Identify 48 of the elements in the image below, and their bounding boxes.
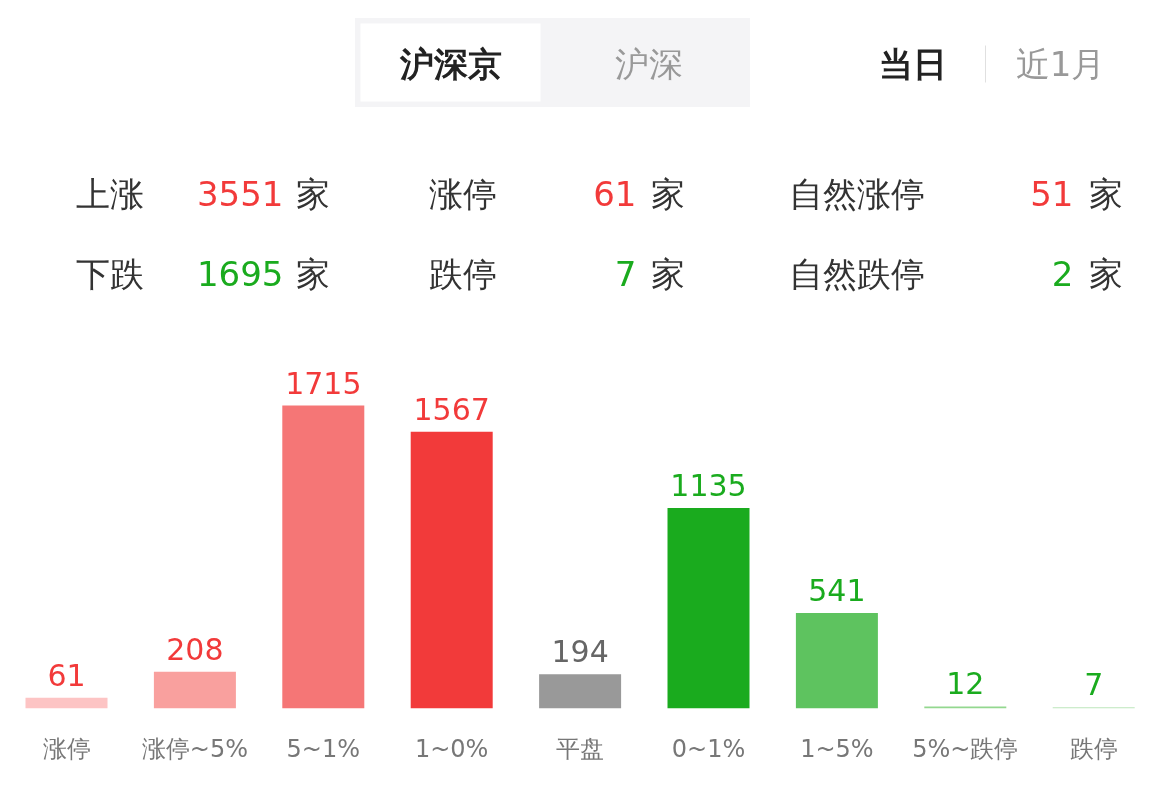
- text: 涨停: [428, 173, 497, 214]
- data-label: 1135: [670, 467, 747, 503]
- text: 51: [1030, 174, 1074, 214]
- text: 1695: [196, 254, 284, 294]
- text: 家: [650, 173, 685, 214]
- text: 下跌: [75, 253, 144, 294]
- x-tick-label: 跌停: [1069, 734, 1118, 763]
- text: 上涨: [75, 173, 144, 214]
- text: 当日: [878, 43, 947, 84]
- text: 家: [1088, 253, 1123, 294]
- text: 沪深京: [398, 43, 502, 84]
- x-tick-label: 1~5%: [800, 734, 874, 763]
- text: 近1月: [1015, 43, 1106, 84]
- data-label: 208: [166, 631, 224, 667]
- text: 家: [295, 173, 330, 214]
- bar: [282, 405, 365, 709]
- x-tick-label: 涨停: [42, 734, 91, 763]
- x-tick-label: 涨停~5%: [141, 734, 248, 763]
- data-label: 1567: [413, 391, 490, 427]
- text: 自然跌停: [788, 253, 925, 294]
- bar: [153, 671, 236, 709]
- text: 家: [295, 253, 330, 294]
- data-label: 1715: [285, 365, 362, 401]
- x-tick-label: 平盘: [556, 734, 605, 763]
- data-label: 12: [946, 666, 985, 702]
- bar: [667, 507, 750, 709]
- bar: [924, 706, 1007, 709]
- data-label: 61: [47, 657, 86, 693]
- text: 家: [1088, 173, 1123, 214]
- text: 自然涨停: [788, 173, 925, 214]
- text: 3551: [196, 174, 284, 214]
- text: 跌停: [428, 253, 497, 294]
- bar: [539, 674, 622, 709]
- x-tick-label: 5%~跌停: [912, 734, 1019, 763]
- x-tick-label: 1~0%: [414, 734, 489, 763]
- bar: [25, 697, 108, 709]
- x-tick-label: 5~1%: [286, 734, 361, 763]
- data-label: 541: [808, 572, 866, 608]
- text: 2: [1051, 254, 1074, 294]
- text: 沪深: [614, 43, 683, 84]
- text: 家: [650, 253, 685, 294]
- text: 61: [593, 174, 637, 214]
- data-label: 7: [1084, 667, 1104, 703]
- text: 7: [614, 254, 637, 294]
- bar: [410, 431, 493, 709]
- data-label: 194: [551, 634, 609, 670]
- x-tick-label: 0~1%: [671, 734, 746, 763]
- bar: [795, 612, 878, 709]
